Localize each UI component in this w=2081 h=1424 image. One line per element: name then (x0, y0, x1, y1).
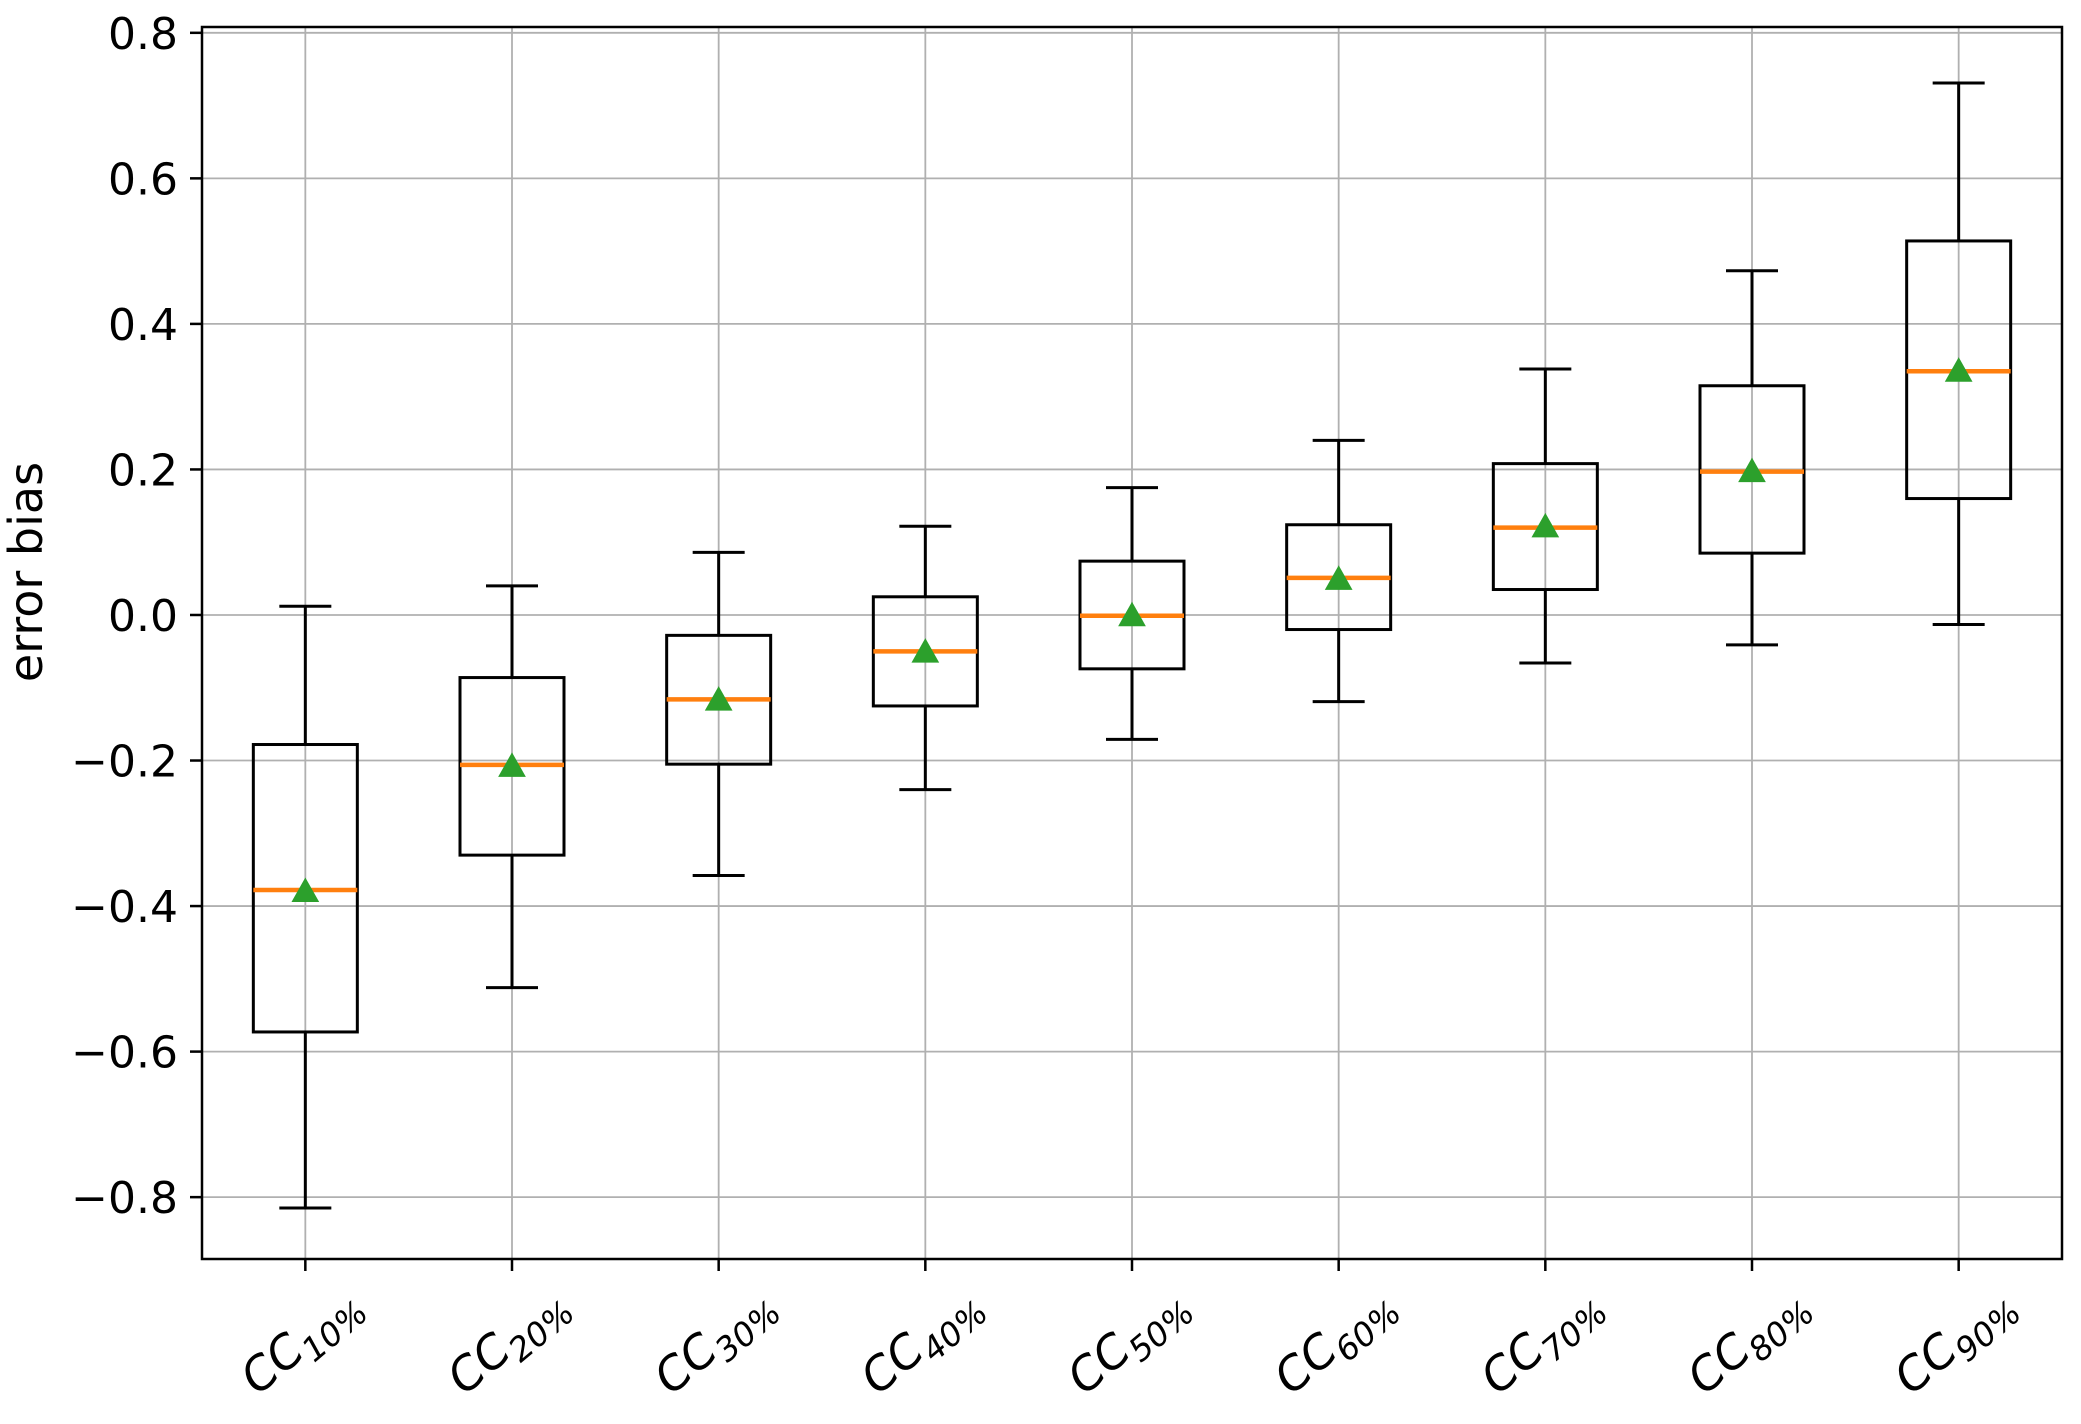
mean-marker (1944, 357, 1973, 382)
x-tick-label-subscript: 20% (501, 1292, 582, 1369)
x-tick-label-CC50%: CC50% (1057, 1275, 1202, 1411)
x-tick-label-CC20%: CC20% (437, 1275, 582, 1411)
x-tick-label-CC40%: CC40% (850, 1275, 995, 1411)
box-CC20% (458, 584, 566, 990)
x-tick-label-subscript: 50% (1121, 1292, 1202, 1369)
mean-marker (1118, 601, 1146, 627)
x-tick-label-subscript: 40% (914, 1292, 995, 1369)
box-CC50% (1078, 486, 1186, 741)
mean-marker (1324, 565, 1353, 590)
gridlines (202, 27, 2062, 1259)
x-tick-label-subscript: 90% (1947, 1292, 2028, 1369)
box-CC30% (665, 550, 773, 878)
mean-marker (704, 686, 733, 711)
plot-border (200, 25, 2064, 1261)
x-tick-label-subscript: 80% (1741, 1292, 1822, 1369)
x-tick-label-CC30%: CC30% (643, 1275, 788, 1411)
x-tick-label-CC70%: CC70% (1470, 1275, 1615, 1411)
y-tick-label-−0.2: −0.2 (71, 737, 178, 788)
x-tick-label-CC10%: CC10% (230, 1275, 375, 1411)
y-tick-label-−0.8: −0.8 (71, 1173, 178, 1224)
x-tick-label-subscript: 10% (294, 1292, 375, 1369)
box-CC10% (251, 604, 359, 1210)
box-CC80% (1698, 269, 1806, 647)
y-tick-label-−0.6: −0.6 (71, 1028, 178, 1079)
mean-marker (291, 877, 320, 903)
boxplot-series (251, 81, 2013, 1210)
y-tick-label-0.6: 0.6 (108, 154, 178, 205)
y-tick-label-0.0: 0.0 (108, 591, 178, 642)
x-tick-label-CC90%: CC90% (1883, 1275, 2028, 1411)
box-CC70% (1491, 367, 1599, 665)
y-tick-label-0.8: 0.8 (108, 9, 178, 60)
box-CC40% (871, 524, 979, 792)
x-tick-label-subscript: 30% (707, 1292, 788, 1369)
mean-marker (911, 638, 940, 663)
y-tick-label-−0.4: −0.4 (71, 882, 178, 933)
y-tick-label-0.2: 0.2 (108, 445, 178, 496)
x-tick-label-CC80%: CC80% (1677, 1275, 1822, 1411)
x-tick-label-subscript: 70% (1534, 1292, 1615, 1369)
mean-marker (1531, 512, 1560, 538)
axis-tick-labels: 0.8 0.6 0.4 0.2 0.0 −0.2 −0.4 −0.6 −0.8 CC10% CC20… (71, 9, 2028, 1411)
box-CC60% (1285, 438, 1393, 704)
x-tick-label-subscript: 60% (1327, 1292, 1408, 1369)
x-tick-label-CC60%: CC60% (1263, 1275, 1408, 1411)
mean-marker (1738, 457, 1766, 483)
axis-ticks (190, 31, 1960, 1271)
mean-marker (498, 752, 526, 777)
y-axis-label: error bias (0, 462, 53, 682)
box-CC90% (1905, 81, 2013, 626)
y-tick-label-0.4: 0.4 (108, 300, 178, 351)
